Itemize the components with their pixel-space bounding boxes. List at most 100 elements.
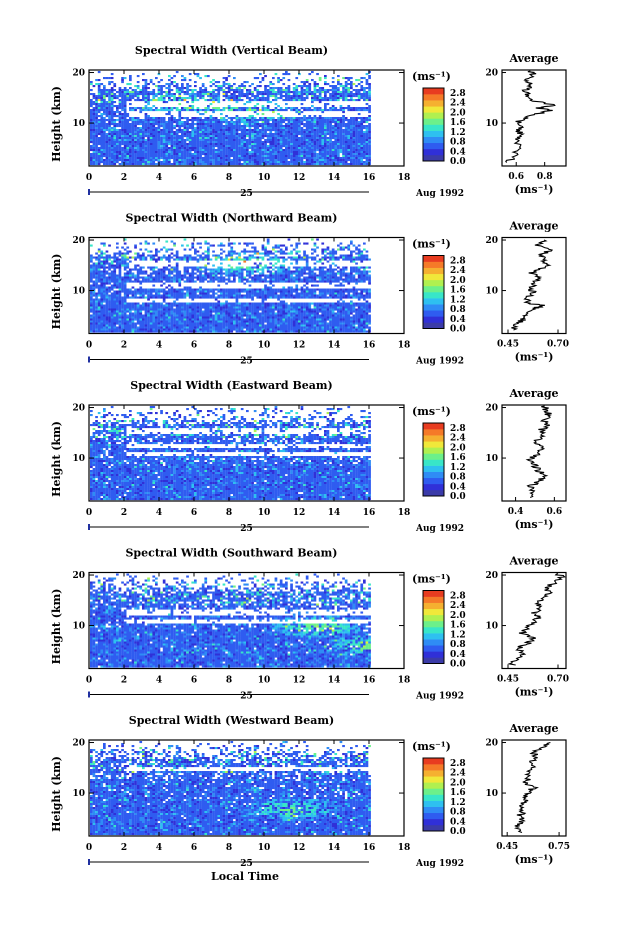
heatmap-cell xyxy=(222,157,226,160)
heatmap-cell xyxy=(342,107,345,110)
heatmap-cell xyxy=(110,129,114,132)
heatmap-cell xyxy=(246,270,249,273)
heatmap-cell xyxy=(251,121,254,124)
heatmap-cell xyxy=(123,272,127,275)
heatmap-cell xyxy=(248,145,252,148)
heatmap-cell xyxy=(160,147,163,150)
heatmap-cell xyxy=(300,139,304,142)
heatmap-cell xyxy=(165,278,169,281)
heatmap-cell xyxy=(313,274,317,277)
heatmap-cell xyxy=(290,262,293,265)
heatmap-cell xyxy=(103,272,106,275)
heatmap-cell xyxy=(100,254,104,257)
heatmap-cell xyxy=(123,91,127,94)
heatmap-cell xyxy=(110,163,114,166)
heatmap-cell xyxy=(308,129,312,132)
heatmap-cell xyxy=(347,258,351,261)
heatmap-cell xyxy=(186,109,189,112)
heatmap-cell xyxy=(92,137,96,140)
heatmap-cell xyxy=(90,274,93,277)
heatmap-cell xyxy=(368,91,371,94)
heatmap-cell xyxy=(142,133,145,136)
heatmap-cell xyxy=(196,121,200,124)
heatmap-cell xyxy=(342,248,345,251)
heatmap-cell xyxy=(331,161,335,164)
heatmap-cell xyxy=(256,159,260,162)
heatmap-cell xyxy=(147,131,150,134)
heatmap-cell xyxy=(324,141,327,144)
heatmap-cell xyxy=(243,141,247,144)
heatmap-cell xyxy=(212,280,215,283)
heatmap-cell xyxy=(285,161,288,164)
heatmap-cell xyxy=(233,99,236,102)
heatmap-cell xyxy=(204,99,208,102)
heatmap-cell xyxy=(357,256,361,259)
heatmap-cell xyxy=(95,264,98,267)
heatmap-cell xyxy=(186,139,189,142)
heatmap-cell xyxy=(287,161,291,164)
heatmap-cell xyxy=(290,252,293,255)
heatmap-cell xyxy=(274,278,278,281)
heatmap-cell xyxy=(352,159,356,162)
heatmap-cell xyxy=(196,123,200,126)
heatmap-cell xyxy=(222,244,226,247)
heatmap-cell xyxy=(90,83,93,86)
heatmap-cell xyxy=(162,149,166,152)
heatmap-cell xyxy=(194,135,197,138)
heatmap-cell xyxy=(204,157,208,160)
heatmap-cell xyxy=(285,143,288,146)
heatmap-cell xyxy=(350,93,353,96)
heatmap-cell xyxy=(149,155,153,158)
heatmap-cell xyxy=(201,139,205,142)
heatmap-cell xyxy=(110,264,114,267)
heatmap-cell xyxy=(251,163,254,166)
heatmap-cell xyxy=(240,274,244,277)
heatmap-cell xyxy=(311,163,314,166)
heatmap-cell xyxy=(181,163,184,166)
heatmap-cell xyxy=(209,143,213,146)
heatmap-cell xyxy=(103,97,106,100)
heatmap-cell xyxy=(368,77,371,80)
heatmap-cell xyxy=(157,272,161,275)
heatmap-cell xyxy=(266,85,270,88)
heatmap-cell xyxy=(178,125,182,128)
heatmap-cell xyxy=(207,117,210,120)
heatmap-cell xyxy=(113,129,117,132)
heatmap-cell xyxy=(118,99,122,102)
heatmap-cell xyxy=(149,79,153,82)
heatmap-cell xyxy=(266,159,270,162)
heatmap-cell xyxy=(170,117,174,120)
heatmap-cell xyxy=(113,85,117,88)
heatmap-cell xyxy=(331,89,335,92)
heatmap-cell xyxy=(204,117,208,120)
heatmap-cell xyxy=(183,270,187,273)
heatmap-cell xyxy=(155,270,158,273)
heatmap-cell xyxy=(256,137,260,140)
heatmap-cell xyxy=(165,127,169,130)
heatmap-cell xyxy=(316,123,319,126)
heatmap-cell xyxy=(352,157,356,160)
heatmap-cell xyxy=(339,246,343,249)
average-x-tick-label: 0.6 xyxy=(508,172,524,182)
heatmap-cell xyxy=(352,258,356,261)
heatmap-cell xyxy=(225,139,228,142)
heatmap-cell xyxy=(103,109,106,112)
heatmap-cell xyxy=(92,276,96,279)
heatmap-cell xyxy=(126,119,130,122)
heatmap-cell xyxy=(243,133,247,136)
heatmap-cell xyxy=(240,268,244,271)
heatmap-cell xyxy=(300,89,304,92)
heatmap-cell xyxy=(201,163,205,166)
heatmap-cell xyxy=(149,272,153,275)
heatmap-cell xyxy=(113,268,117,271)
heatmap-cell xyxy=(103,129,106,132)
heatmap-cell xyxy=(360,117,364,120)
heatmap-cell xyxy=(134,145,137,148)
heatmap-cell xyxy=(121,129,124,132)
heatmap-cell xyxy=(235,115,239,118)
heatmap-cell xyxy=(318,141,322,144)
heatmap-cell xyxy=(313,256,317,259)
heatmap-cell xyxy=(282,125,286,128)
heatmap-cell xyxy=(168,99,171,102)
heatmap-cell xyxy=(217,149,221,152)
